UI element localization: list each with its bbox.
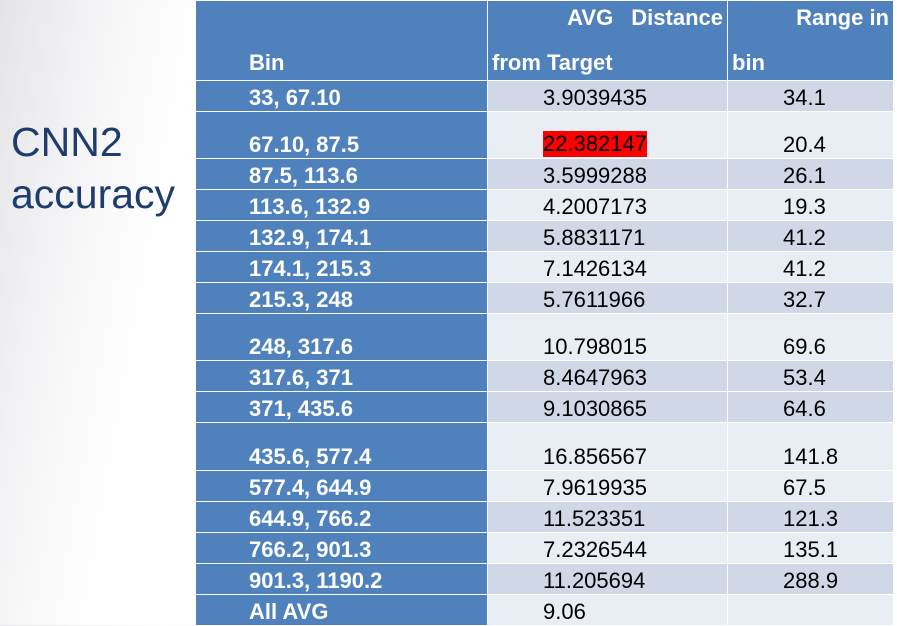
table-row: 317.6, 371 8.4647963 53.4 [195,360,894,392]
range-cell: 32.7 [727,282,894,314]
range-cell: 67.5 [727,470,894,502]
bin-cell: 132.9, 174.1 [195,220,488,252]
bin-cell: 766.2, 901.3 [195,532,488,564]
bin-cell: 317.6, 371 [195,360,488,392]
avg-distance-cell: 7.1426134 [487,251,728,283]
bin-cell: 901.3, 1190.2 [195,563,488,595]
accuracy-table: Bin AVG Distance from Target Range in bi… [195,0,894,626]
header-avg-line-1: AVG Distance [567,5,723,30]
bin-cell: All AVG [195,594,488,626]
table-row: 174.1, 215.3 7.1426134 41.2 [195,251,894,283]
slide-title: CNN2 accuracy [11,116,175,220]
header-range-line-1: Range in [796,5,889,30]
avg-distance-cell: 3.5999288 [487,158,728,190]
table-row: 87.5, 113.6 3.5999288 26.1 [195,158,894,190]
table-row: 435.6, 577.4 16.856567 141.8 [195,422,894,471]
table-row: All AVG 9.06 [195,594,894,626]
avg-distance-cell: 8.4647963 [487,360,728,392]
bin-cell: 248, 317.6 [195,313,488,361]
header-bin-label: Bin [249,50,285,75]
table-header-row: Bin AVG Distance from Target Range in bi… [195,0,894,81]
bin-cell: 215.3, 248 [195,282,488,314]
bin-cell: 577.4, 644.9 [195,470,488,502]
avg-distance-cell: 11.523351 [487,501,728,533]
avg-distance-cell: 10.798015 [487,313,728,361]
bin-cell: 33, 67.10 [195,80,488,112]
header-bin: Bin [195,0,488,81]
table-row: 33, 67.10 3.9039435 34.1 [195,80,894,112]
highlighted-value: 22.382147 [543,131,647,157]
avg-distance-cell: 9.06 [487,594,728,626]
range-cell: 64.6 [727,391,894,423]
range-cell: 288.9 [727,563,894,595]
avg-distance-cell: 7.2326544 [487,532,728,564]
avg-distance-cell: 7.9619935 [487,470,728,502]
table-row: 113.6, 132.9 4.2007173 19.3 [195,189,894,221]
range-cell: 20.4 [727,111,894,159]
slide-title-line-1: CNN2 [11,119,123,165]
table-row: 644.9, 766.2 11.523351 121.3 [195,501,894,533]
bin-cell: 174.1, 215.3 [195,251,488,283]
range-cell: 41.2 [727,251,894,283]
table-row: 371, 435.6 9.1030865 64.6 [195,391,894,423]
range-cell: 53.4 [727,360,894,392]
range-cell: 121.3 [727,501,894,533]
range-cell: 135.1 [727,532,894,564]
table-row: 67.10, 87.5 22.382147 20.4 [195,111,894,159]
range-cell: 141.8 [727,422,894,471]
slide-title-line-2: accuracy [11,171,176,217]
bin-cell: 113.6, 132.9 [195,189,488,221]
avg-distance-cell: 22.382147 [487,111,728,159]
range-cell: 34.1 [727,80,894,112]
table-row: 215.3, 248 5.7611966 32.7 [195,282,894,314]
bin-cell: 87.5, 113.6 [195,158,488,190]
range-cell: 19.3 [727,189,894,221]
avg-distance-cell: 4.2007173 [487,189,728,221]
avg-distance-cell: 3.9039435 [487,80,728,112]
range-cell: 69.6 [727,313,894,361]
header-range-line-2: bin [732,50,765,75]
bin-cell: 371, 435.6 [195,391,488,423]
table-row: 766.2, 901.3 7.2326544 135.1 [195,532,894,564]
range-cell: 26.1 [727,158,894,190]
bin-cell: 67.10, 87.5 [195,111,488,159]
bin-cell: 644.9, 766.2 [195,501,488,533]
table-row: 132.9, 174.1 5.8831171 41.2 [195,220,894,252]
header-range: Range in bin [727,0,894,81]
header-avg-distance: AVG Distance from Target [487,0,728,81]
avg-distance-cell: 11.205694 [487,563,728,595]
header-avg-line-2: from Target [492,50,613,75]
avg-distance-cell: 9.1030865 [487,391,728,423]
table-row: 248, 317.6 10.798015 69.6 [195,313,894,361]
avg-distance-cell: 5.7611966 [487,282,728,314]
avg-distance-cell: 16.856567 [487,422,728,471]
table-row: 577.4, 644.9 7.9619935 67.5 [195,470,894,502]
bin-cell: 435.6, 577.4 [195,422,488,471]
avg-distance-cell: 5.8831171 [487,220,728,252]
table-row: 901.3, 1190.2 11.205694 288.9 [195,563,894,595]
range-cell: 41.2 [727,220,894,252]
range-cell [727,594,894,626]
